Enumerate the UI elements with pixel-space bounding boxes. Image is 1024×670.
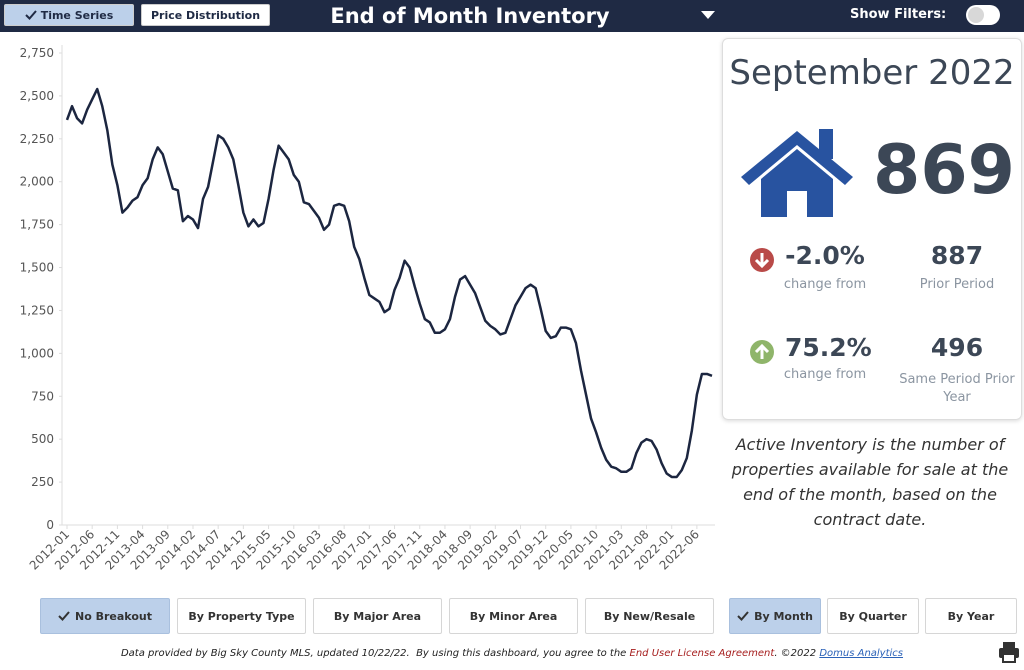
footer-text: Data provided by Big Sky County MLS, upd…	[120, 648, 630, 659]
dropdown-icon[interactable]	[700, 10, 716, 20]
button-label: By Major Area	[333, 609, 422, 623]
period-button[interactable]: By Year	[925, 598, 1017, 634]
y-tick-label: 250	[31, 475, 54, 489]
filters-label: Show Filters:	[850, 7, 947, 22]
kpi-compare-value: 887	[930, 241, 984, 270]
period-button[interactable]: By Month	[729, 598, 821, 634]
header-bar: Time Series Price Distribution End of Mo…	[0, 0, 1024, 32]
tab-button[interactable]: Time Series	[4, 4, 134, 26]
y-tick-label: 0	[46, 518, 54, 532]
y-tick-label: 1,250	[20, 303, 54, 317]
footer-text: . ©2022	[774, 648, 820, 659]
print-icon[interactable]	[997, 640, 1021, 664]
kpi-compare-label: Prior Period	[919, 277, 995, 292]
y-tick-label: 2,250	[20, 132, 54, 146]
description: Active Inventory is the number of proper…	[731, 435, 1009, 529]
up-arrow-icon	[750, 340, 774, 364]
tab-label: Time Series	[40, 8, 114, 22]
check-icon	[737, 611, 749, 621]
kpi-value: 869	[873, 131, 1015, 210]
chart: 0 250 500 750 1,000 1,250 1,500 1,750 2,000 2,250…	[20, 45, 715, 573]
kpi-change: -2.0%	[785, 241, 865, 270]
kpi-period: September 2022	[729, 53, 1015, 93]
house-icon	[741, 129, 853, 217]
license-link[interactable]: End User License Agreement	[629, 648, 775, 659]
check-icon	[24, 10, 37, 20]
down-arrow-icon	[750, 248, 774, 272]
breakdown-button[interactable]: By Major Area	[313, 598, 442, 634]
page-title: End of Month Inventory	[330, 4, 610, 28]
breakdown-button[interactable]: By Minor Area	[449, 598, 578, 634]
kpi-compare-label: Same Period Prior Year	[899, 372, 1015, 405]
y-tick-label: 750	[31, 389, 54, 403]
y-tick-label: 2,000	[20, 175, 54, 189]
button-label: By Quarter	[839, 609, 907, 623]
button-label: No Breakout	[75, 609, 152, 623]
y-tick-label: 1,500	[20, 261, 54, 275]
button-label: By Minor Area	[469, 609, 558, 623]
button-label: By Property Type	[188, 609, 295, 623]
button-label: By New/Resale	[603, 609, 696, 623]
breakdown-button[interactable]: By Property Type	[177, 598, 306, 634]
kpi-compare-value: 496	[930, 333, 984, 362]
tab-label: Price Distribution	[150, 8, 261, 22]
y-tick-label: 2,500	[20, 89, 54, 103]
button-label: By Month	[754, 609, 813, 623]
kpi-change: 75.2%	[785, 333, 872, 362]
tab-button[interactable]: Price Distribution	[141, 4, 270, 26]
button-label: By Year	[947, 609, 995, 623]
kpi-card: September 2022 869 -2.0% change from 887…	[722, 38, 1022, 420]
check-icon	[58, 611, 70, 621]
y-tick-label: 500	[31, 432, 54, 446]
y-tick-label: 1,750	[20, 218, 54, 232]
breakdown-button[interactable]: No Breakout	[40, 598, 170, 634]
kpi-change-label: change from	[783, 367, 867, 382]
kpi-change-label: change from	[783, 277, 867, 292]
filters-toggle[interactable]	[966, 5, 1000, 25]
company-link[interactable]: Domus Analytics	[819, 648, 904, 659]
period-button[interactable]: By Quarter	[827, 598, 919, 634]
footer: Data provided by Big Sky County MLS, upd…	[0, 648, 1024, 659]
breakdown-button[interactable]: By New/Resale	[585, 598, 714, 634]
y-tick-label: 2,750	[20, 46, 54, 60]
series-line	[65, 87, 713, 479]
y-tick-label: 1,000	[20, 346, 54, 360]
